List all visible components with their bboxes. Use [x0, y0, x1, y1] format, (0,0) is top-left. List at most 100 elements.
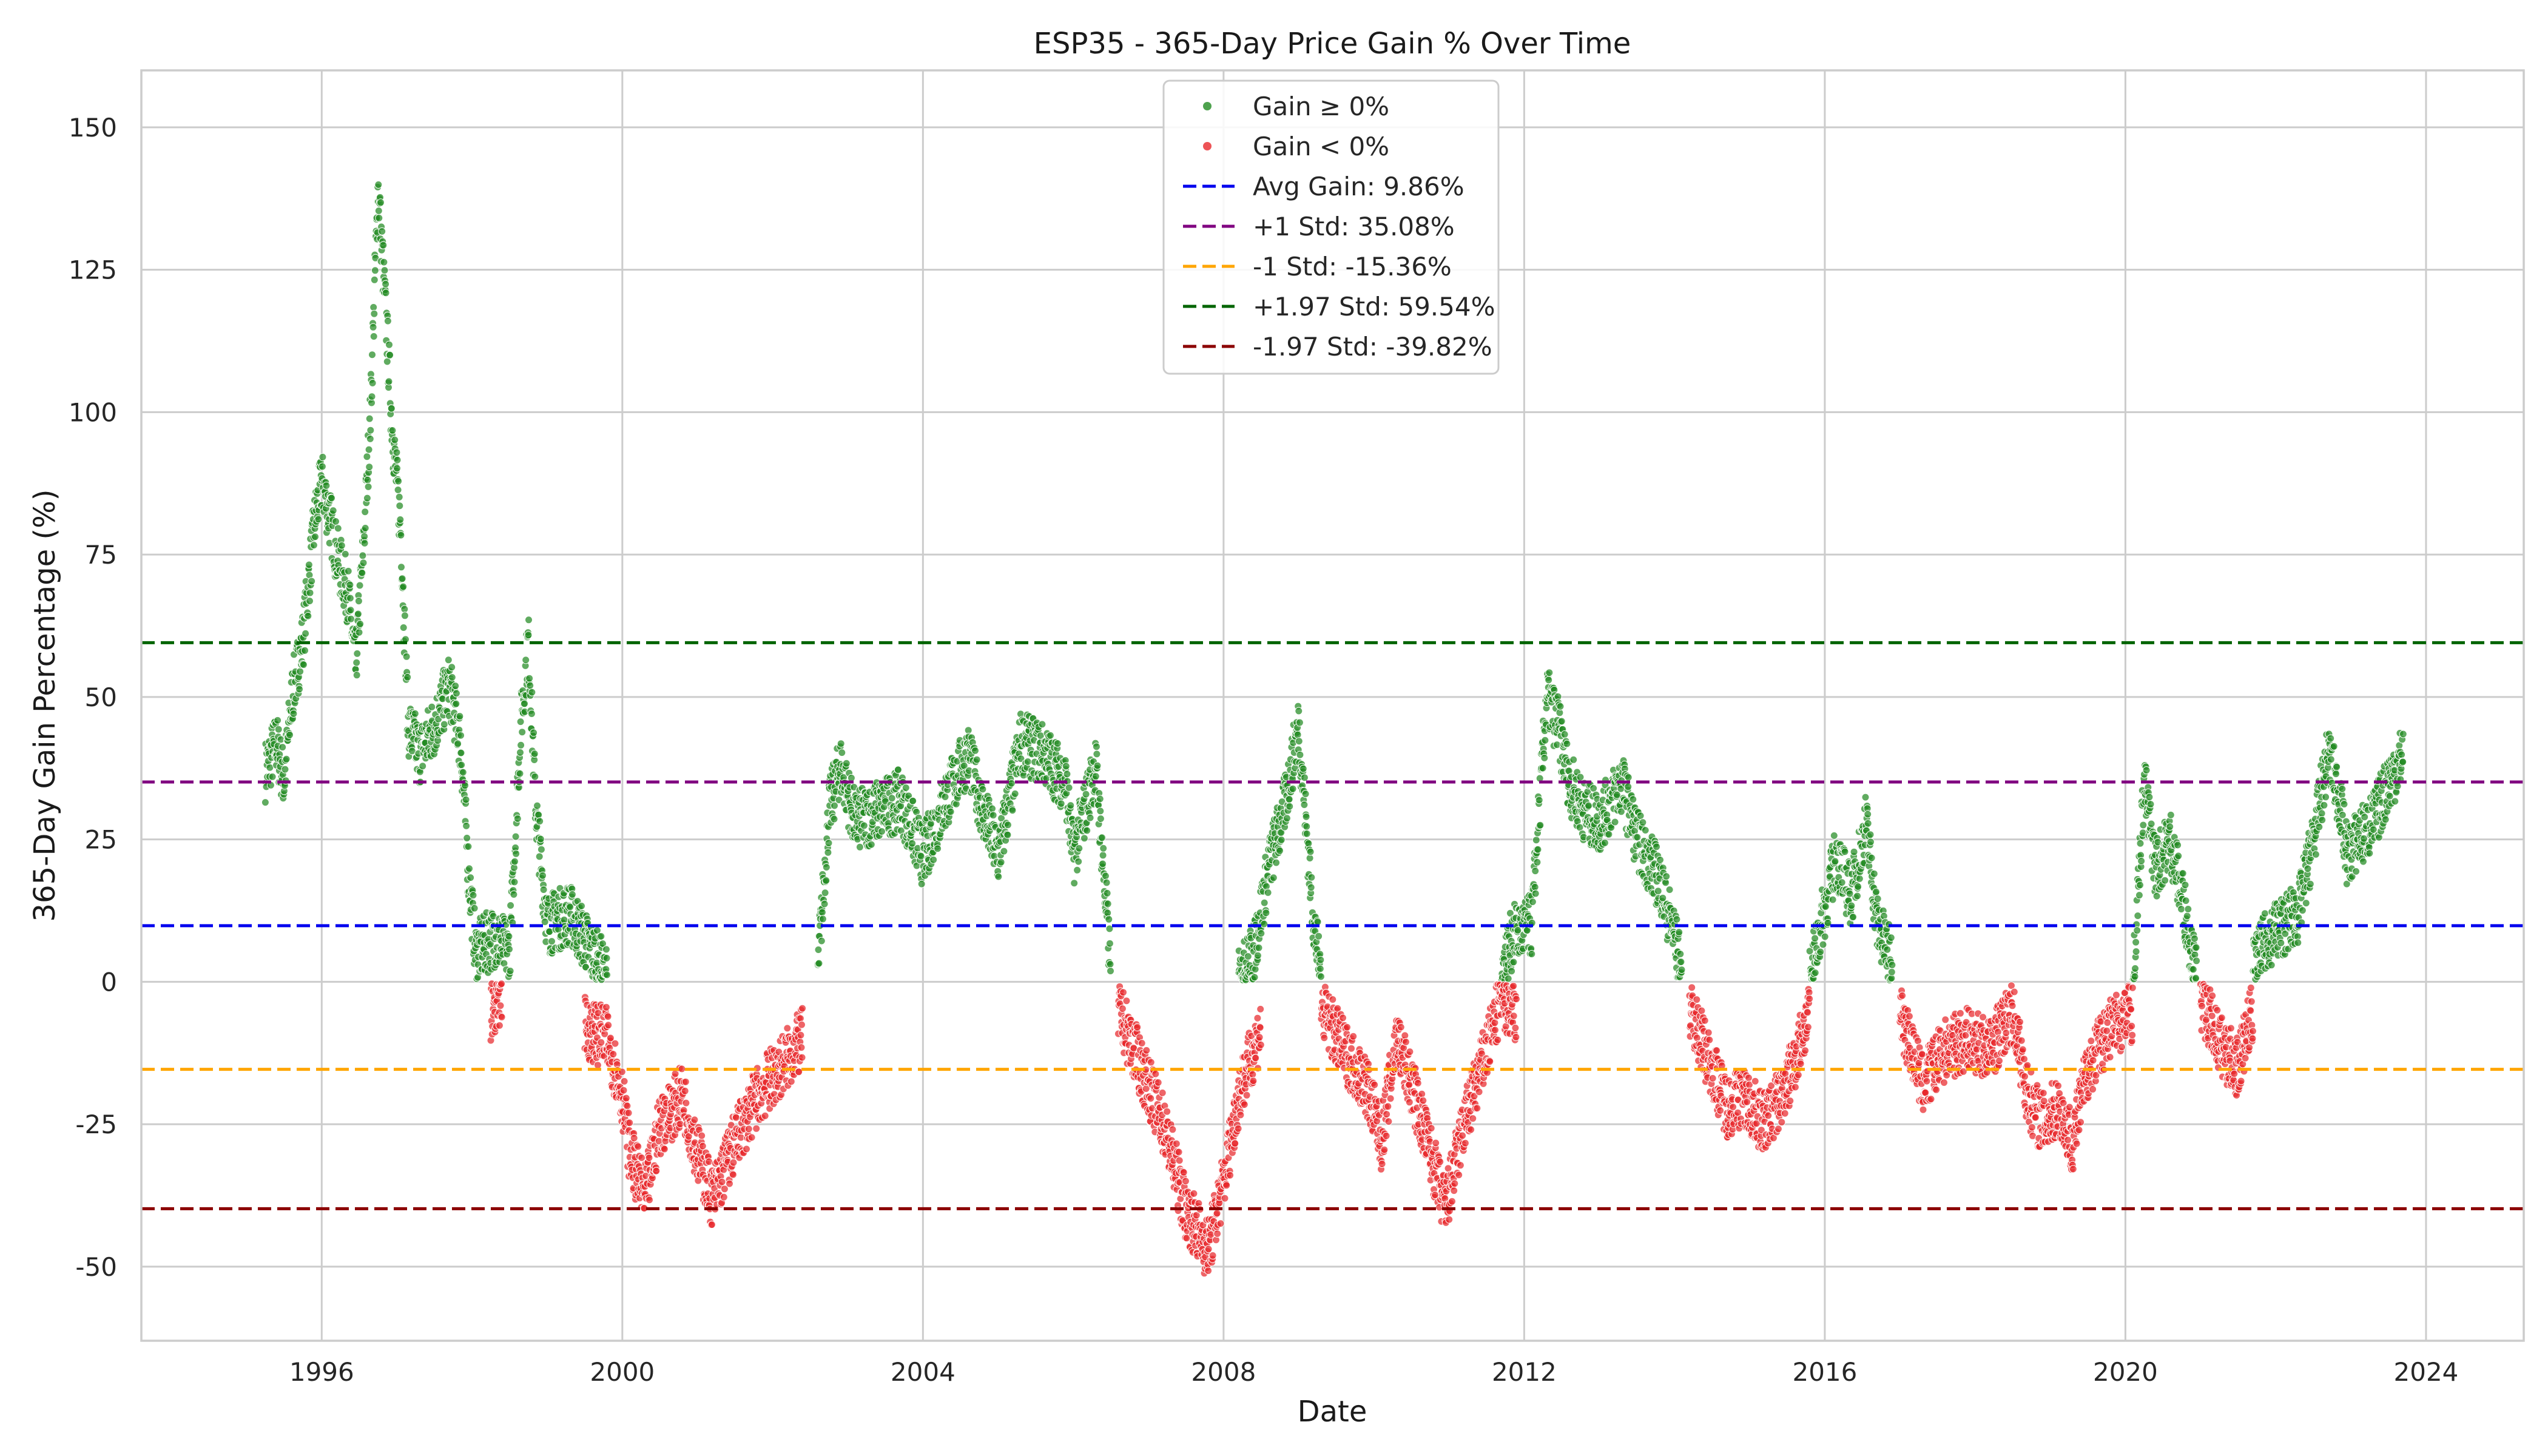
data-point — [1528, 898, 1537, 906]
data-point — [513, 814, 522, 823]
data-point — [397, 531, 405, 539]
data-point — [518, 728, 527, 736]
data-point — [1854, 883, 1862, 891]
data-point — [328, 494, 335, 502]
data-point — [1563, 740, 1571, 748]
data-point — [1624, 783, 1633, 791]
data-point — [1255, 1033, 1264, 1042]
data-point — [526, 681, 534, 690]
data-point — [374, 207, 383, 215]
data-point — [528, 688, 536, 696]
data-point — [2399, 758, 2407, 766]
data-point — [817, 937, 826, 945]
data-point — [399, 582, 408, 591]
data-point — [2352, 867, 2361, 875]
data-point — [1676, 950, 1685, 958]
data-point — [2189, 965, 2197, 974]
data-point — [1870, 869, 1878, 878]
data-point — [365, 445, 373, 454]
data-point — [625, 1119, 634, 1127]
data-point — [1000, 847, 1008, 855]
data-point — [440, 720, 448, 729]
data-point — [522, 656, 530, 664]
data-point — [346, 581, 354, 589]
data-point — [609, 1050, 618, 1059]
data-point — [452, 699, 460, 708]
data-point — [1303, 822, 1311, 831]
data-point — [354, 597, 363, 605]
data-point — [1262, 909, 1270, 917]
data-point — [393, 448, 401, 457]
data-point — [1339, 1014, 1347, 1022]
data-point — [530, 750, 539, 758]
data-point — [1296, 750, 1304, 759]
data-point — [2359, 857, 2367, 866]
data-point — [597, 1038, 605, 1046]
data-point — [1531, 883, 1539, 891]
data-point — [530, 729, 538, 737]
data-point — [1147, 1058, 1155, 1067]
data-point — [2338, 811, 2347, 819]
data-point — [1301, 790, 1310, 798]
data-point — [1819, 940, 1827, 949]
data-point — [1849, 913, 1857, 921]
data-point — [444, 656, 453, 664]
data-point — [1303, 829, 1311, 838]
data-point — [1272, 858, 1281, 867]
data-point — [698, 1142, 707, 1150]
data-point — [456, 712, 464, 721]
data-point — [1872, 888, 1880, 896]
data-point — [369, 332, 378, 340]
data-point — [1255, 943, 1263, 952]
data-point — [516, 769, 524, 778]
data-point — [1256, 1040, 1265, 1049]
data-point — [368, 379, 377, 387]
data-point — [537, 845, 545, 854]
data-point — [1269, 874, 1278, 882]
data-point — [818, 908, 826, 917]
data-point — [1653, 843, 1660, 851]
data-point — [364, 482, 372, 491]
data-point — [1873, 895, 1882, 903]
data-point — [2391, 797, 2399, 806]
data-point — [1545, 669, 1554, 677]
data-point — [743, 1145, 750, 1153]
data-point — [830, 815, 838, 823]
data-point — [341, 550, 349, 558]
data-point — [289, 709, 298, 718]
data-point — [681, 1087, 689, 1095]
data-point — [1242, 1091, 1251, 1099]
data-point — [1585, 801, 1592, 810]
data-point — [752, 1124, 761, 1133]
data-point — [1065, 783, 1073, 792]
data-point — [682, 1099, 690, 1107]
data-point — [815, 959, 823, 968]
data-point — [2399, 730, 2407, 738]
data-point — [386, 351, 394, 359]
data-point — [382, 289, 390, 297]
data-point — [2134, 912, 2142, 920]
data-point — [365, 414, 374, 423]
data-point — [370, 275, 379, 284]
data-point — [278, 743, 287, 752]
data-point — [624, 1109, 633, 1117]
data-point — [2152, 892, 2161, 900]
data-point — [359, 551, 367, 560]
data-point — [894, 766, 902, 774]
data-point — [2183, 912, 2191, 920]
data-point — [720, 1193, 728, 1201]
data-point — [2318, 816, 2327, 824]
data-point — [824, 839, 833, 848]
data-point — [1073, 866, 1082, 874]
data-point — [1011, 789, 1019, 798]
data-point — [1853, 892, 1861, 900]
data-point — [510, 878, 519, 886]
data-point — [1665, 886, 1674, 894]
data-point — [400, 605, 409, 613]
data-point — [274, 725, 283, 733]
data-point — [377, 198, 385, 207]
data-point — [539, 871, 547, 880]
data-point — [2146, 800, 2155, 809]
data-point — [726, 1179, 733, 1188]
data-point — [1504, 974, 1512, 983]
